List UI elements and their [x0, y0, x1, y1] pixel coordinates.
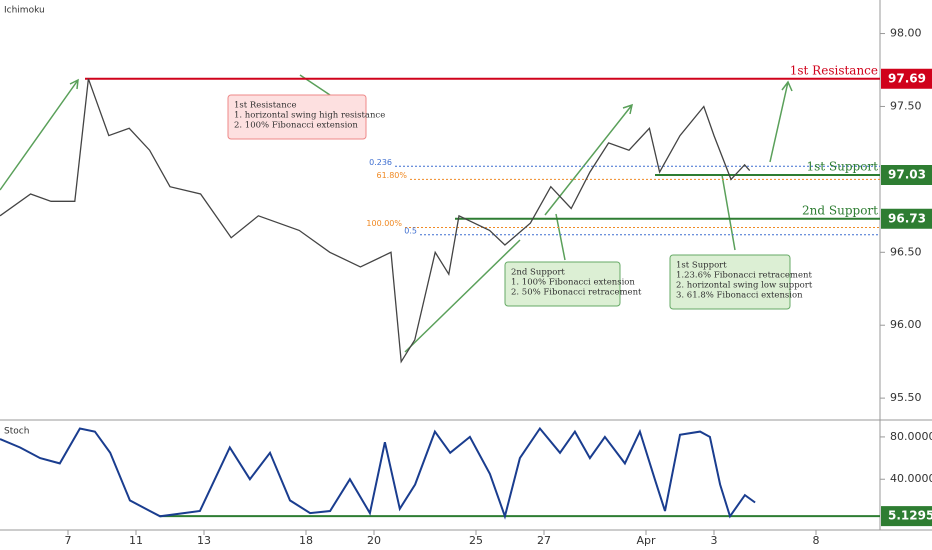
x-tick-label: 8 — [813, 534, 820, 547]
x-tick-label: 18 — [299, 534, 313, 547]
annotation-box — [504, 261, 621, 307]
price-line — [0, 78, 751, 364]
x-tick-label: 27 — [537, 534, 551, 547]
x-tick-label: 25 — [469, 534, 483, 547]
fib-label: 0.236 — [369, 158, 392, 167]
y-tick-label: 80.0000 — [890, 430, 932, 443]
price-label: 97.03 — [888, 168, 926, 182]
annotation-text: 2. 100% Fibonacci extension — [234, 121, 358, 131]
fib-label: 61.80% — [376, 171, 407, 180]
price-box — [881, 68, 932, 89]
annotation-text: 1st Resistance — [234, 101, 297, 111]
x-tick-label: Apr — [636, 534, 656, 547]
annotation-text: 1st Support — [676, 261, 727, 271]
y-tick-label: 40.0000 — [890, 472, 932, 485]
fib-label: 0.5 — [404, 226, 417, 235]
y-tick-label: 98.00 — [890, 27, 922, 40]
y-tick-label: 97.50 — [890, 99, 922, 112]
annotation-text: 2nd Support — [511, 268, 565, 278]
price-box — [881, 506, 932, 527]
price-box — [881, 165, 932, 185]
annotation-text: 2. horizontal swing low support — [676, 281, 813, 291]
annotation-text: 1. 100% Fibonacci extension — [511, 278, 635, 288]
indicator-label: Ichimoku — [4, 6, 45, 16]
x-tick-label: 13 — [197, 534, 211, 547]
fib-label: 100.00% — [366, 219, 402, 228]
level-label: 2nd Support — [802, 203, 878, 217]
annotation-text: 2. 50% Fibonacci retracement — [511, 288, 642, 298]
annotation-text: 1. horizontal swing high resistance — [234, 111, 385, 121]
price-line — [0, 426, 756, 520]
x-tick-label: 20 — [367, 534, 381, 547]
annotation-text: 1.23.6% Fibonacci retracement — [676, 271, 812, 281]
annotation-box — [227, 94, 367, 140]
y-tick-label: 96.50 — [890, 245, 922, 258]
price-box — [881, 208, 932, 229]
price-label: 5.1295 — [888, 509, 932, 523]
level-label: 1st Resistance — [790, 63, 878, 77]
level-label: 1st Support — [806, 160, 878, 174]
annotation-text: 3. 61.8% Fibonacci extension — [676, 291, 803, 301]
y-tick-label: 96.00 — [890, 318, 922, 331]
price-label: 96.73 — [888, 211, 926, 225]
indicator-label: Stoch — [4, 427, 29, 437]
x-tick-label: 3 — [711, 534, 718, 547]
x-tick-label: 11 — [129, 534, 143, 547]
annotation-box — [669, 254, 791, 310]
price-label: 97.69 — [888, 71, 926, 85]
y-tick-label: 95.50 — [890, 391, 922, 404]
x-tick-label: 7 — [65, 534, 72, 547]
